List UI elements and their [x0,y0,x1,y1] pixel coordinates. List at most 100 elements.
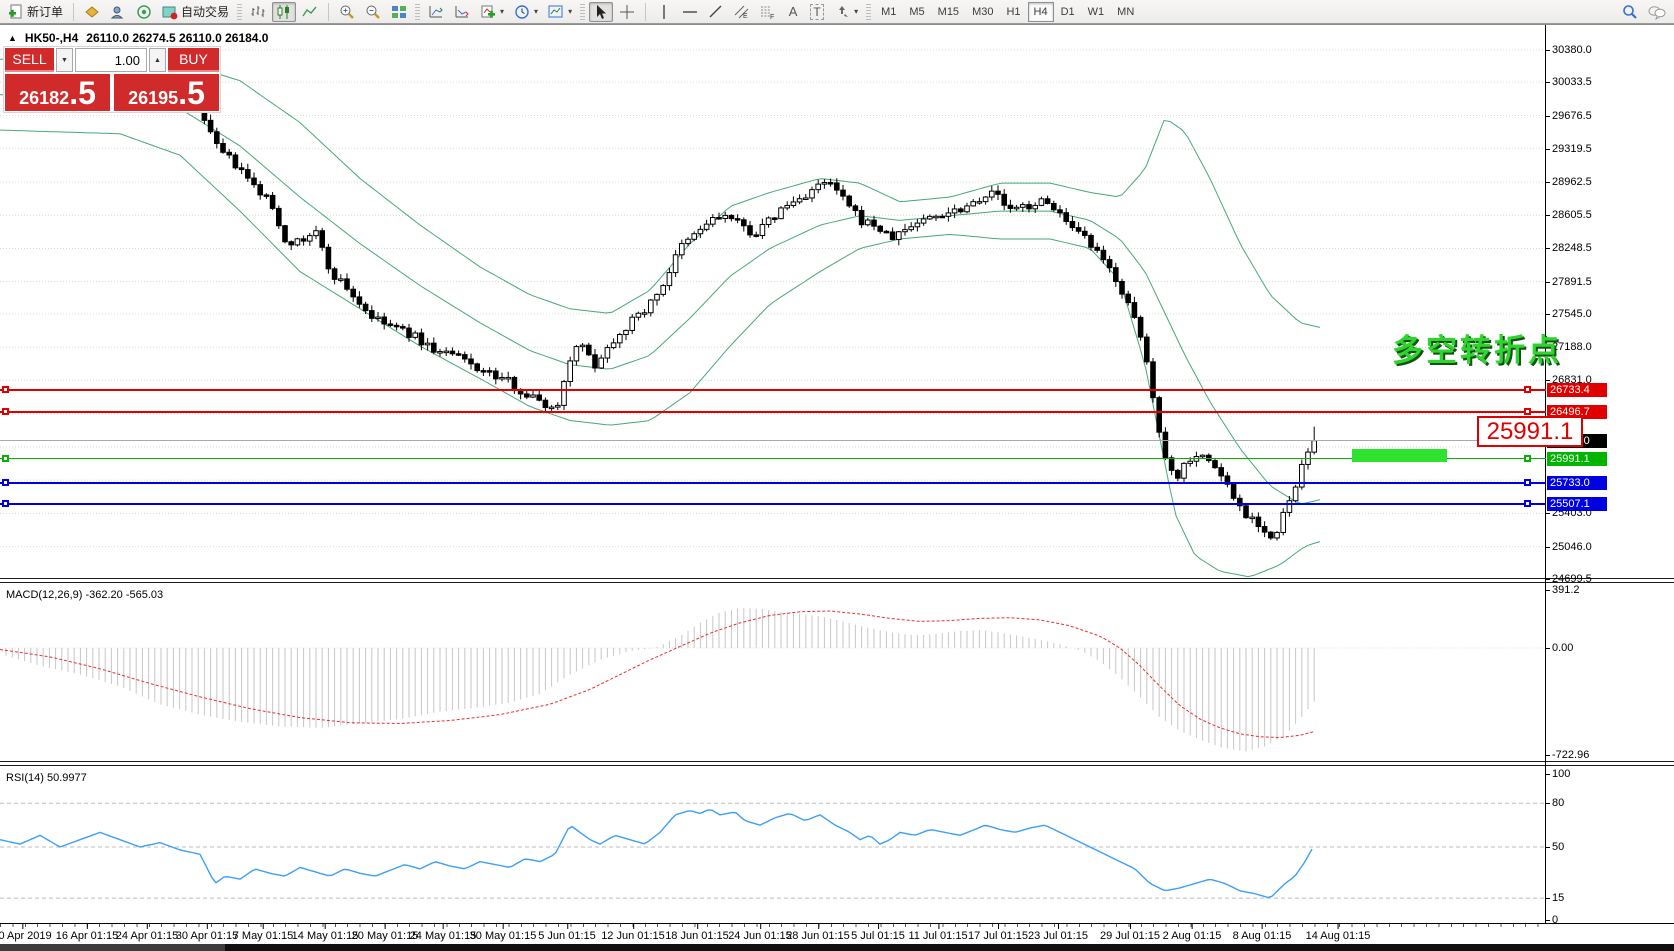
timeframe-button-m1[interactable]: M1 [881,5,897,18]
timeframe-button-d1[interactable]: D1 [1060,5,1075,18]
price-axis-tick: 28248.5 [1546,242,1592,255]
candle-chart-button[interactable] [272,1,297,22]
horizontal-level-line-26184.0[interactable] [0,440,1546,442]
new-order-button[interactable]: 新订单 [4,2,67,22]
separator [328,2,330,21]
tile-windows-button[interactable] [387,2,411,22]
bar-chart-button[interactable] [246,2,270,22]
macd-axis-tick: -722.96 [1545,749,1590,761]
line-handle[interactable] [2,455,9,463]
time-axis-label: 30 May 01:15 [469,924,537,942]
timeframe-button-m5[interactable]: M5 [909,5,925,18]
sell-price[interactable]: 26182 .5 [5,74,110,111]
time-axis-label: 11 Jul 01:15 [908,924,968,942]
svg-text:F: F [770,14,774,20]
chart-title: ▲ HK50-,H4 26110.0 26274.5 26110.0 26184… [8,31,268,45]
cursor-tool-button[interactable] [589,1,614,22]
arrange-cascade-button[interactable] [450,2,474,22]
horizontal-level-line-25507.1[interactable] [0,502,1546,505]
line-handle[interactable] [2,386,9,393]
volume-decrease-button[interactable]: ▼ [56,48,73,72]
trendline-tool[interactable] [704,2,728,22]
volume-input[interactable]: 1.00 [75,48,147,72]
pane-divider[interactable] [0,761,1674,766]
line-handle[interactable] [1524,500,1531,508]
arrows-tool[interactable]: ▾ [830,2,862,22]
line-handle[interactable] [1524,386,1531,393]
candle-chart-icon [277,4,290,19]
chart-template-button[interactable]: ▾ [544,2,576,22]
pane-divider[interactable] [0,578,1674,583]
profiles-button[interactable] [80,2,104,22]
timeframe-button-w1[interactable]: W1 [1087,5,1105,18]
new-order-icon [9,4,22,18]
vertical-line-tool[interactable] [652,2,676,22]
line-handle[interactable] [1524,408,1531,415]
price-axis-tick: 28962.5 [1546,176,1592,188]
buy-button[interactable]: BUY [168,48,219,72]
line-handle[interactable] [2,479,9,487]
chat-icon [1648,5,1666,20]
text-tool[interactable]: A [782,2,804,22]
time-axis-label: 14 May 01:15 [291,924,359,942]
zoom-out-button[interactable] [361,2,385,22]
fibonacci-tool[interactable]: F [756,2,780,22]
chat-button[interactable] [1644,2,1670,22]
chart-annotation-text[interactable]: 多空转折点 [1392,333,1562,368]
symbol-period-label: HK50-,H4 [24,31,79,45]
search-button[interactable] [1618,2,1642,22]
crosshair-tool-button[interactable] [615,2,639,22]
add-indicator-button[interactable]: ▾ [476,2,508,22]
price-axis-tick: 24699.5 [1546,572,1592,585]
price-axis-level-label: 26733.4 [1547,382,1607,397]
panel-collapse-icon[interactable]: ▲ [8,33,17,43]
sell-button[interactable]: SELL [5,48,54,72]
horizontal-level-line-26733.4[interactable] [0,388,1546,391]
rsi-pane[interactable] [0,768,1546,923]
auto-trading-button[interactable]: 自动交易 [158,2,233,22]
line-handle[interactable] [1524,455,1531,463]
price-axis-tick: 29319.5 [1546,142,1592,155]
horizontal-level-line-25733.0[interactable] [0,481,1546,484]
timeframe-button-mn[interactable]: MN [1117,5,1135,18]
bollinger-lower-band[interactable] [0,129,1321,578]
horizontal-line-tool[interactable] [678,2,702,22]
candlestick-series[interactable] [3,85,1318,541]
zoom-in-icon [340,5,354,19]
price-callout-box[interactable]: 25991.1 [1477,416,1583,447]
line-handle[interactable] [1524,479,1531,487]
line-chart-button[interactable] [298,2,322,22]
line-handle[interactable] [2,408,9,415]
price-chart-pane[interactable] [0,25,1546,582]
timeframe-button-m15[interactable]: M15 [937,5,960,18]
signal-button[interactable] [132,2,156,22]
toolbar-grip [415,3,421,20]
chevron-down-icon: ▾ [534,7,539,16]
zoom-in-button[interactable] [335,2,359,22]
price-axis[interactable]: 30380.0 30033.5 29676.5 29319.5 28962.5 28605… [1545,25,1674,926]
rsi-axis-tick: 50 [1545,841,1565,853]
time-axis-label: 5 Jul 01:15 [851,924,905,942]
buy-price[interactable]: 26195 .5 [114,74,219,111]
horizontal-level-line-25991.1[interactable] [0,458,1546,460]
timeframe-button-m30[interactable]: M30 [972,5,994,18]
equidistant-channel-tool[interactable]: E [730,2,754,22]
market-watch-button[interactable] [106,2,130,22]
volume-increase-button[interactable]: ▲ [149,48,166,72]
timeframe-button-h1[interactable]: H1 [1006,5,1021,18]
highlight-rectangle[interactable] [1352,449,1447,462]
time-axis-label: 29 Jul 01:15 [1100,924,1160,942]
time-axis-label: 24 May 01:15 [409,924,477,942]
profiles-icon [85,5,99,18]
periods-clock-button[interactable]: ▾ [510,2,542,22]
timeframe-button-h4[interactable]: H4 [1027,1,1054,22]
macd-pane[interactable] [0,585,1546,761]
arrange-charts-button[interactable] [424,2,448,22]
zoom-out-icon [366,5,380,19]
bollinger-middle-band[interactable] [0,94,1321,505]
horizontal-level-line-26496.7[interactable] [0,410,1546,413]
line-handle[interactable] [2,500,9,508]
text-label-tool[interactable]: T [806,2,828,22]
